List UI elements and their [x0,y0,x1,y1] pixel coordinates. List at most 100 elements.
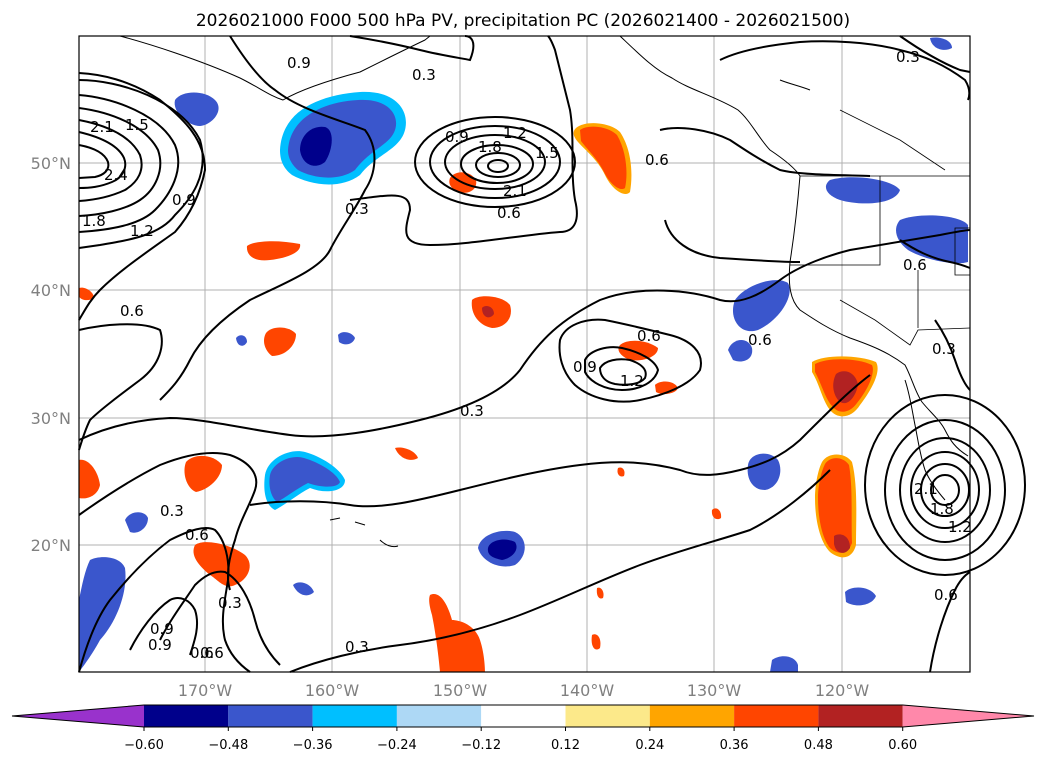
pv-contour-label: 0.6 [645,151,669,169]
pv-contour-label: 0.3 [345,638,369,656]
lat-tick-label: 50°N [31,154,71,173]
pv-contour [78,72,207,321]
pv-contour [78,527,251,673]
precip-positive-region [711,508,722,520]
pv-contour [664,219,801,263]
pv-contour [929,571,971,673]
pv-contour [429,125,561,199]
precip-shading [79,37,968,672]
lat-tick-label: 40°N [31,281,71,300]
pv-contour [159,35,376,401]
plot-title: 2026021000 F000 500 hPa PV, precipitatio… [196,11,850,31]
latitude-labels: 50°N 40°N 30°N 20°N [31,154,71,555]
lon-tick-label: 170°W [178,681,233,700]
pv-contour-label: 1.5 [125,116,149,134]
pv-contour [349,35,475,62]
pv-contour-label: 1.5 [535,144,559,162]
pv-contour [289,469,831,673]
pv-contour-label: 0.3 [460,402,484,420]
colorbar-tick-label: −0.60 [124,738,164,753]
precip-positive-region [580,126,627,190]
precip-negative-region [125,512,148,533]
pv-contour [910,451,980,529]
pv-contour [934,319,971,391]
pv-contour-label: 1.2 [948,518,972,536]
pv-contour-label: 0.3 [345,200,369,218]
map-frame [78,35,971,673]
colorbar-tick-label: 0.48 [804,738,833,753]
precip-negative-region [293,582,314,596]
precip-negative-region [732,280,790,332]
precip-positive-region [482,306,494,318]
colorbar-segment [734,705,819,727]
pv-contour-label: 0.3 [218,594,242,612]
pv-contour [78,119,143,202]
precip-negative-region [930,37,952,50]
colorbar-extend-high [902,705,1034,727]
precip-negative-region [728,339,753,362]
pv-contour [899,35,971,73]
map-panel: 0.9 0.3 1.5 2.1 2.4 1.8 1.2 0.9 0.3 0.9 … [78,35,1026,673]
pv-contour [414,116,576,208]
pv-contour [78,144,110,179]
pv-contour-label: 1.8 [930,500,954,518]
pv-contour-label: 0.9 [148,636,172,654]
precip-negative-region [338,332,355,345]
lon-tick-label: 130°W [687,681,742,700]
pv-contour [584,346,660,392]
pv-contour-label: 1.2 [130,222,154,240]
pv-contour-label: 0.6 [120,302,144,320]
pv-contour-label: 2.1 [503,182,527,200]
pv-contour [460,144,534,184]
colorbar-extend-low [12,705,144,727]
pv-contour-label: 1.2 [620,372,644,390]
pv-contour [129,597,199,656]
pv-contour-label: 1.2 [503,124,527,142]
precip-positive-region [591,634,601,650]
pv-contour [884,419,1006,561]
precip-negative-region [845,587,876,606]
pv-contour [719,40,971,101]
precip-positive-region [618,340,658,361]
colorbar-segment [565,705,650,727]
longitude-labels: 170°W 160°W 150°W 140°W 130°W 120°W [178,681,870,700]
pv-contour [920,463,970,517]
pv-contour-label: 0.6 [934,586,958,604]
precip-positive-region [818,458,852,553]
precip-positive-region [833,371,858,404]
colorbar-tick-label: −0.12 [461,738,501,753]
pv-contour-label: 2.4 [104,166,128,184]
pv-contour [659,127,871,177]
pv-contour [475,152,521,178]
colorbar-tick-label: 0.36 [720,738,749,753]
precip-positive-region [184,455,222,492]
pv-contour [78,79,204,249]
pv-contour-label: 0.9 [287,54,311,72]
pv-contour [249,374,871,508]
lat-tick-label: 30°N [31,409,71,428]
lon-tick-label: 120°W [815,681,870,700]
pv-contour-label: 2.1 [914,480,938,498]
colorbar-tick-label: −0.24 [377,738,417,753]
precip-positive-region [617,467,625,477]
pv-contour-label: 0.9 [150,620,174,638]
pv-contour-label: 0.6 [748,331,772,349]
colorbar-tick-label: 0.12 [551,738,580,753]
pv-contour [78,229,971,441]
precip-negative-region [747,453,781,490]
pv-contour-label: 1.8 [82,212,106,230]
pv-contour-label: 0.6 [200,644,224,662]
colorbar: −0.60 −0.48 −0.36 −0.24 −0.12 0.12 0.24 … [11,704,1035,753]
pv-contour-label: 0.3 [160,502,184,520]
pv-contour-label: 0.9 [445,128,469,146]
pv-contour-label: 0.3 [932,340,956,358]
colorbar-tick-label: 0.60 [888,738,917,753]
precip-positive-region [79,287,94,301]
precip-positive-region [429,594,485,672]
colorbar-tick-label: −0.36 [293,738,333,753]
pv-contour [349,35,578,247]
colorbar-tick-label: 0.24 [635,738,664,753]
precip-negative-region [79,557,126,672]
pv-contour [78,452,258,591]
colorbar-segment [649,705,735,727]
